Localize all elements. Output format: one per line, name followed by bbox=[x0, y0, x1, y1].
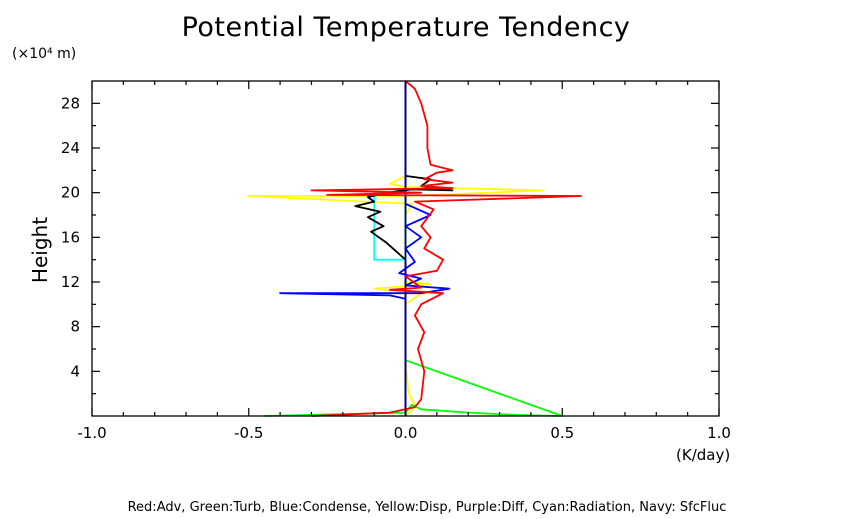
y-tick-label: 16 bbox=[61, 228, 80, 246]
y-tick-label: 12 bbox=[61, 273, 80, 291]
series-line-3 bbox=[354, 81, 454, 416]
x-tick-label: -0.5 bbox=[234, 424, 263, 442]
series-line-2 bbox=[373, 81, 407, 416]
ticks-layer bbox=[91, 81, 720, 416]
x-tick-label: 1.0 bbox=[707, 424, 731, 442]
y-tick-label: 8 bbox=[70, 318, 80, 336]
y-tick-label: 28 bbox=[61, 94, 80, 112]
x-tick-label: -1.0 bbox=[77, 424, 106, 442]
labels-layer: -1.0 -0.5 0.0 0.5 1.0 4 8 12 16 20 24 28 bbox=[61, 94, 731, 442]
y-tick-label: 24 bbox=[61, 139, 80, 157]
x-axis-unit: (K/day) bbox=[676, 446, 731, 464]
series-line-0 bbox=[247, 81, 545, 417]
series-line-1 bbox=[264, 81, 564, 417]
x-tick-label: 0.0 bbox=[394, 424, 418, 442]
y-tick-label: 4 bbox=[70, 362, 80, 380]
y-tick-label: 20 bbox=[61, 184, 80, 202]
y-axis-unit: (×10⁴ m) bbox=[12, 46, 77, 62]
series-line-6 bbox=[310, 80, 582, 417]
legend-text: Red:Adv, Green:Turb, Blue:Condense, Yell… bbox=[127, 500, 727, 515]
x-tick-label: 0.5 bbox=[550, 424, 574, 442]
series-layer bbox=[247, 80, 582, 417]
chart-title: Potential Temperature Tendency bbox=[181, 12, 631, 43]
